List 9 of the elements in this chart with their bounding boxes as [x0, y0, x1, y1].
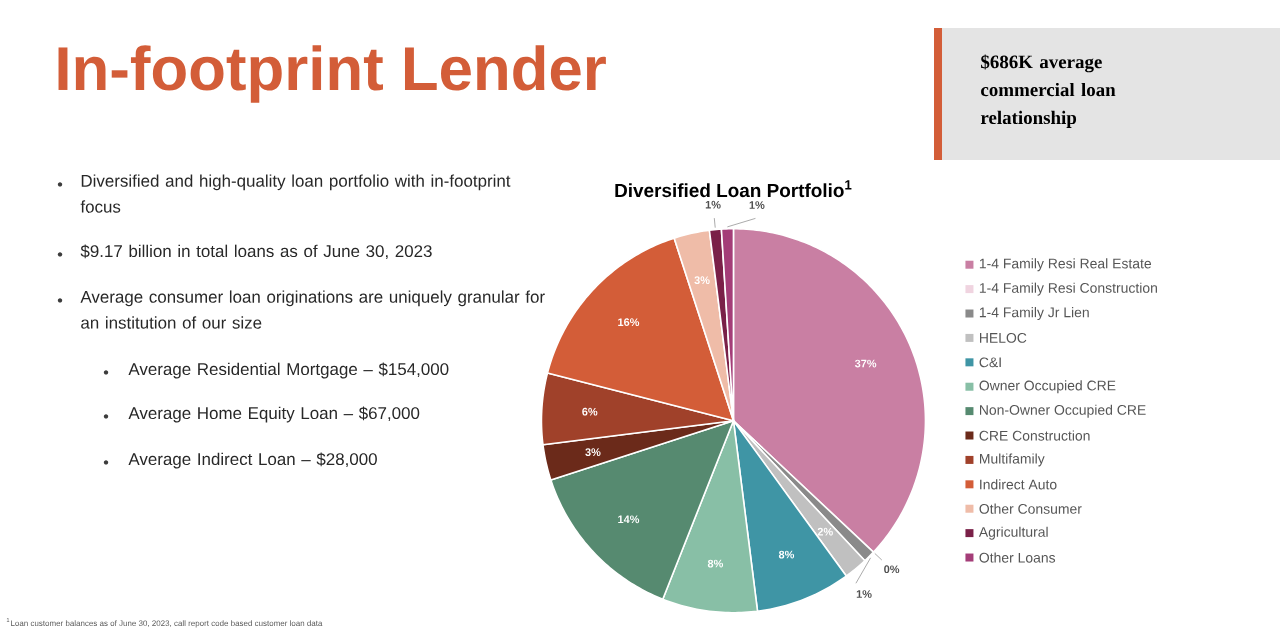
text: $686K average commercial loan relationship [980, 54, 1116, 128]
text: Average Indirect Loan – $28,000 [128, 452, 377, 469]
text: In-footprint Lender [58, 45, 606, 103]
chart-title: Diversified Loan Portfolio$^{1}$ [615, 180, 852, 198]
text: Diversified and high-quality loan portfolio with in-footprint focus [80, 174, 511, 213]
text: $9.17 billion in total loans as of June 30, 2023 [80, 244, 432, 260]
text: Average Home Equity Loan – $67,000 [128, 406, 420, 423]
text: Average consumer loan originations are uniquely granular for an institution of our size [80, 290, 545, 329]
text: Average Residential Mortgage – $154,000 [128, 362, 449, 379]
